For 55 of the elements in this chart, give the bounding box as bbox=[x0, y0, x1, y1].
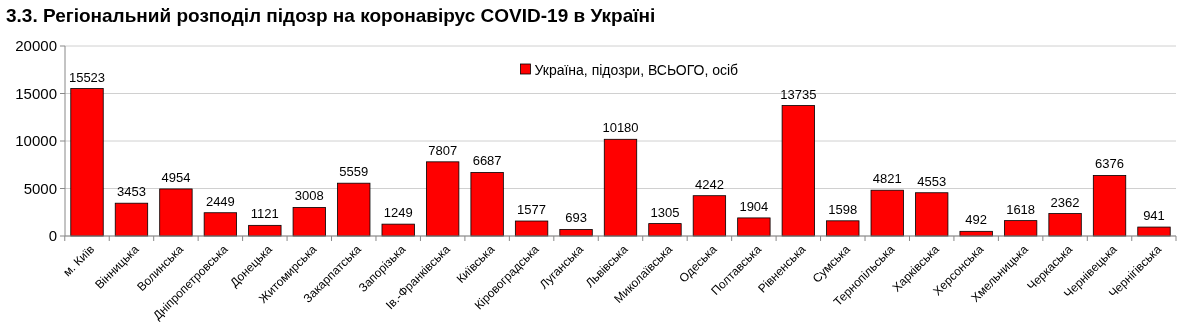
bar bbox=[692, 195, 727, 237]
data-label: 4821 bbox=[872, 171, 902, 187]
bar bbox=[159, 188, 193, 237]
bar bbox=[292, 207, 326, 237]
data-label: 1618 bbox=[1006, 201, 1036, 217]
data-label: 1121 bbox=[250, 206, 279, 222]
y-tick-label: 15000 bbox=[15, 84, 57, 102]
data-label: 6376 bbox=[1095, 156, 1124, 172]
y-tick-label: 20000 bbox=[15, 37, 57, 55]
bar bbox=[870, 189, 904, 237]
data-label: 1305 bbox=[650, 204, 680, 220]
data-label: 4553 bbox=[917, 173, 947, 189]
bar bbox=[337, 182, 371, 237]
bar bbox=[603, 138, 638, 237]
data-label: 15523 bbox=[68, 69, 106, 85]
data-label: 13735 bbox=[780, 86, 817, 102]
data-label: 10180 bbox=[602, 120, 639, 136]
bar bbox=[737, 217, 771, 237]
bar bbox=[648, 223, 682, 237]
data-label: 4954 bbox=[161, 169, 191, 185]
bar bbox=[203, 212, 238, 237]
bar bbox=[381, 223, 415, 237]
data-label: 1598 bbox=[828, 201, 858, 217]
data-label: 941 bbox=[1143, 208, 1165, 224]
data-label: 5559 bbox=[339, 164, 369, 180]
data-label: 1577 bbox=[517, 202, 547, 218]
data-label: 6687 bbox=[472, 153, 502, 169]
bar bbox=[426, 161, 460, 237]
data-label: 492 bbox=[965, 212, 988, 228]
y-tick-label: 0 bbox=[48, 227, 57, 245]
data-label: 3008 bbox=[294, 188, 324, 204]
chart-title: 3.3. Регіональний розподіл підозр на коронавірус COVID-19 в Україні bbox=[6, 5, 656, 26]
data-label: 2362 bbox=[1050, 194, 1080, 210]
data-label: 1904 bbox=[739, 198, 769, 214]
data-label: 4242 bbox=[694, 176, 724, 192]
y-tick-label: 10000 bbox=[15, 132, 57, 150]
bar bbox=[1003, 220, 1038, 237]
data-label: 693 bbox=[565, 210, 587, 226]
bar bbox=[514, 220, 549, 237]
data-label: 2449 bbox=[205, 193, 235, 209]
bar bbox=[826, 220, 860, 237]
data-label: 3453 bbox=[117, 184, 146, 200]
y-tick-label: 5000 bbox=[23, 179, 57, 197]
data-label: 1249 bbox=[383, 205, 413, 221]
bar bbox=[1092, 175, 1127, 237]
legend-label: Україна, підозри, ВСЬОГО, осіб bbox=[534, 61, 739, 78]
x-tick-label: м. Київ bbox=[60, 242, 98, 280]
bar bbox=[70, 88, 104, 237]
data-label: 7807 bbox=[428, 142, 458, 158]
bar bbox=[781, 105, 815, 237]
bar bbox=[114, 202, 149, 237]
bar bbox=[1137, 226, 1171, 237]
bar bbox=[470, 172, 504, 237]
bar bbox=[1048, 213, 1082, 237]
bar bbox=[915, 192, 949, 237]
